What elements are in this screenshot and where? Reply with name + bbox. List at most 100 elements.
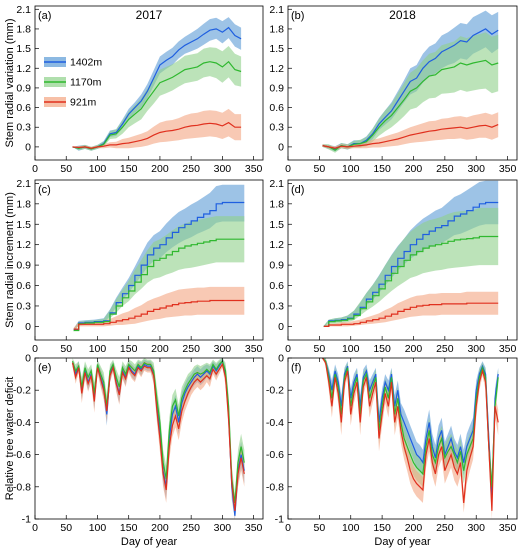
band-1170m xyxy=(323,207,499,328)
band-921m xyxy=(72,359,245,519)
y-tick-label: 0.6 xyxy=(269,102,284,114)
y-tick-label: 0 xyxy=(25,321,31,333)
panel-f: -1 -0.8 -0.6 -0.4 -0.2 0 0 50 100 150 200 250 300 350… xyxy=(266,353,518,548)
y-tick-label: 1.5 xyxy=(16,219,31,231)
y-tick-label: 1.2 xyxy=(16,63,31,75)
x-tick-label: 0 xyxy=(285,343,291,355)
y-tick-label: 0.9 xyxy=(269,260,284,272)
x-tick-label: 100 xyxy=(89,163,107,175)
x-tick-label: 350 xyxy=(499,522,517,534)
y-tick-label: 1.2 xyxy=(269,63,284,75)
y-tick-label: 0.3 xyxy=(269,122,284,134)
panel-d: 0 0.3 0.6 0.9 1.2 1.5 1.8 2.1 0 50 100 150 200 250 300… xyxy=(269,178,518,355)
x-tick-label: 0 xyxy=(32,163,38,175)
legend-label-1170m: 1170m xyxy=(70,77,102,89)
panel-title: 2018 xyxy=(389,8,416,22)
y-tick-label: -0.4 xyxy=(266,417,284,429)
x-tick-label: 150 xyxy=(373,343,391,355)
x-tick-label: 50 xyxy=(60,522,72,534)
plot-frame xyxy=(34,5,264,161)
band-921m xyxy=(73,286,245,331)
x-tick-label: 0 xyxy=(285,163,291,175)
x-tick-label: 350 xyxy=(499,163,517,175)
y-tick-label: 1.5 xyxy=(269,219,284,231)
series-line-921m xyxy=(71,362,245,511)
y-tick-label: 0.3 xyxy=(16,122,31,134)
x-tick-label: 0 xyxy=(32,522,38,534)
x-tick-label: 250 xyxy=(436,343,454,355)
x-tick-label: 200 xyxy=(151,522,169,534)
x-tick-label: 250 xyxy=(436,522,454,534)
x-tick-label: 50 xyxy=(60,163,72,175)
x-tick-label: 350 xyxy=(499,343,517,355)
x-tick-label: 0 xyxy=(285,522,291,534)
y-tick-label: -0.8 xyxy=(266,481,284,493)
x-tick-label: 350 xyxy=(245,163,263,175)
x-tick-label: 150 xyxy=(120,163,138,175)
panel-label: (b) xyxy=(291,10,304,22)
y-axis-label: Stem radial variation (mm) xyxy=(4,19,16,148)
y-tick-label: 0 xyxy=(278,321,284,333)
series-line-1170m xyxy=(322,59,499,151)
y-tick-label: 2.1 xyxy=(269,178,284,190)
y-axis-label: Relative tree water deficit xyxy=(4,377,16,501)
x-tick-label: 300 xyxy=(467,522,485,534)
x-tick-label: 100 xyxy=(89,522,107,534)
plot-frame xyxy=(34,357,264,520)
y-axis-label: Stem radial increment (mm) xyxy=(4,192,16,328)
y-tick-label: -0.2 xyxy=(266,385,284,397)
panel-b: 0 0.3 0.6 0.9 1.2 1.5 1.8 2.1 0 50 100 150 200 250 300… xyxy=(269,4,518,175)
y-tick-label: 1.5 xyxy=(16,43,31,55)
x-tick-label: 50 xyxy=(60,343,72,355)
y-tick-label: 0.6 xyxy=(16,280,31,292)
x-tick-label: 100 xyxy=(342,343,360,355)
series-line-921m xyxy=(323,302,499,327)
x-tick-label: 300 xyxy=(214,163,232,175)
x-tick-label: 300 xyxy=(467,343,485,355)
x-tick-label: 100 xyxy=(342,163,360,175)
y-tick-label: 0.3 xyxy=(269,300,284,312)
series-line-1402m xyxy=(73,201,245,331)
series-line-921m xyxy=(321,357,499,511)
y-tick-label: 0.3 xyxy=(16,300,31,312)
plot-frame xyxy=(287,179,518,341)
y-tick-label: 2.1 xyxy=(16,4,31,16)
x-tick-label: 50 xyxy=(314,522,326,534)
x-tick-label: 200 xyxy=(151,343,169,355)
series-line-1170m xyxy=(323,235,499,327)
y-tick-label: 1.2 xyxy=(269,239,284,251)
panel-label: (a) xyxy=(38,10,51,22)
band-921m xyxy=(323,291,499,328)
plot-frame xyxy=(287,5,518,161)
x-tick-label: 350 xyxy=(245,522,263,534)
panel-label: (d) xyxy=(291,184,304,196)
y-tick-label: -1 xyxy=(275,514,284,526)
x-tick-label: 100 xyxy=(342,522,360,534)
x-tick-label: 150 xyxy=(120,343,138,355)
x-tick-label: 250 xyxy=(182,522,200,534)
y-tick-label: -0.6 xyxy=(13,449,31,461)
panel-title: 2017 xyxy=(136,8,163,22)
series-line-921m xyxy=(73,299,245,330)
y-tick-label: 1.8 xyxy=(16,23,31,35)
x-tick-label: 300 xyxy=(214,522,232,534)
y-tick-label: 0.6 xyxy=(16,102,31,114)
y-tick-label: 1.2 xyxy=(16,239,31,251)
x-tick-label: 200 xyxy=(405,522,423,534)
y-tick-label: -1 xyxy=(22,514,31,526)
y-tick-label: 0 xyxy=(278,353,284,365)
y-tick-label: -0.8 xyxy=(13,481,31,493)
band-921m xyxy=(322,112,499,151)
band-921m xyxy=(322,358,499,519)
legend: 1402m 1170m 921m xyxy=(44,57,102,109)
series-line-921m xyxy=(322,124,499,149)
y-tick-label: 0 xyxy=(25,353,31,365)
y-tick-label: 0.6 xyxy=(269,280,284,292)
x-tick-label: 300 xyxy=(214,343,232,355)
y-tick-label: 1.8 xyxy=(269,198,284,210)
x-tick-label: 150 xyxy=(120,522,138,534)
y-tick-label: -0.6 xyxy=(266,449,284,461)
x-tick-label: 200 xyxy=(151,163,169,175)
x-tick-label: 200 xyxy=(405,343,423,355)
